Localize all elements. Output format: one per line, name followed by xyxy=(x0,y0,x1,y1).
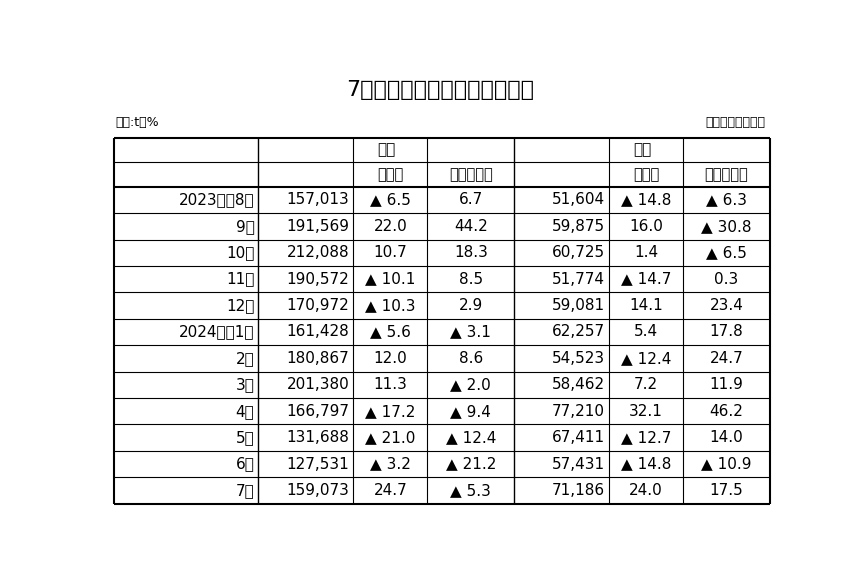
Text: 石油化学工業協会: 石油化学工業協会 xyxy=(705,116,765,128)
Text: 54,523: 54,523 xyxy=(551,351,605,366)
Text: 14.0: 14.0 xyxy=(710,430,743,445)
Text: 単位:t，%: 単位:t，% xyxy=(115,116,159,128)
Text: 輸入: 輸入 xyxy=(633,143,651,158)
Text: ▲ 17.2: ▲ 17.2 xyxy=(365,404,416,419)
Text: ▲ 10.3: ▲ 10.3 xyxy=(365,298,416,313)
Text: ▲ 2.0: ▲ 2.0 xyxy=(450,377,491,392)
Text: 58,462: 58,462 xyxy=(551,377,605,392)
Text: 6.7: 6.7 xyxy=(459,192,483,207)
Text: 59,081: 59,081 xyxy=(551,298,605,313)
Text: 32.1: 32.1 xyxy=(629,404,663,419)
Text: 24.7: 24.7 xyxy=(710,351,743,366)
Text: 16.0: 16.0 xyxy=(629,219,663,234)
Text: 59,875: 59,875 xyxy=(551,219,605,234)
Text: ▲ 3.2: ▲ 3.2 xyxy=(370,457,411,472)
Text: 44.2: 44.2 xyxy=(454,219,488,234)
Text: 18.3: 18.3 xyxy=(454,245,488,260)
Text: ▲ 5.3: ▲ 5.3 xyxy=(450,483,491,498)
Text: 190,572: 190,572 xyxy=(287,272,350,287)
Text: 5月: 5月 xyxy=(235,430,254,445)
Text: 201,380: 201,380 xyxy=(287,377,350,392)
Text: 8.6: 8.6 xyxy=(459,351,483,366)
Text: 7月: 7月 xyxy=(235,483,254,498)
Text: 2.9: 2.9 xyxy=(459,298,483,313)
Text: 212,088: 212,088 xyxy=(287,245,350,260)
Text: 14.1: 14.1 xyxy=(629,298,663,313)
Text: ▲ 9.4: ▲ 9.4 xyxy=(450,404,491,419)
Text: ▲ 6.5: ▲ 6.5 xyxy=(706,245,747,260)
Text: 127,531: 127,531 xyxy=(287,457,350,472)
Text: 3月: 3月 xyxy=(235,377,254,392)
Text: 57,431: 57,431 xyxy=(551,457,605,472)
Text: 10月: 10月 xyxy=(226,245,254,260)
Text: 191,569: 191,569 xyxy=(286,219,350,234)
Text: ▲ 10.1: ▲ 10.1 xyxy=(365,272,416,287)
Text: 51,774: 51,774 xyxy=(552,272,605,287)
Text: 輸出: 輸出 xyxy=(377,143,395,158)
Text: ▲ 6.5: ▲ 6.5 xyxy=(370,192,411,207)
Text: 159,073: 159,073 xyxy=(286,483,350,498)
Text: 23.4: 23.4 xyxy=(710,298,743,313)
Text: ▲ 10.9: ▲ 10.9 xyxy=(701,457,752,472)
Text: 157,013: 157,013 xyxy=(287,192,350,207)
Text: 10.7: 10.7 xyxy=(374,245,407,260)
Text: 60,725: 60,725 xyxy=(551,245,605,260)
Text: ▲ 30.8: ▲ 30.8 xyxy=(701,219,752,234)
Text: 24.0: 24.0 xyxy=(629,483,663,498)
Text: ▲ 6.3: ▲ 6.3 xyxy=(706,192,747,207)
Text: ▲ 3.1: ▲ 3.1 xyxy=(450,324,491,339)
Text: 51,604: 51,604 xyxy=(551,192,605,207)
Text: 46.2: 46.2 xyxy=(710,404,743,419)
Text: ▲ 21.2: ▲ 21.2 xyxy=(446,457,496,472)
Text: 67,411: 67,411 xyxy=(551,430,605,445)
Text: ▲ 12.7: ▲ 12.7 xyxy=(621,430,671,445)
Text: 170,972: 170,972 xyxy=(287,298,350,313)
Text: 12月: 12月 xyxy=(226,298,254,313)
Text: ▲ 12.4: ▲ 12.4 xyxy=(621,351,671,366)
Text: ▲ 14.8: ▲ 14.8 xyxy=(621,192,671,207)
Text: 11.9: 11.9 xyxy=(710,377,743,392)
Text: 6月: 6月 xyxy=(235,457,254,472)
Text: 7.2: 7.2 xyxy=(634,377,658,392)
Text: 前年同月比: 前年同月比 xyxy=(704,167,748,182)
Text: ▲ 14.7: ▲ 14.7 xyxy=(621,272,671,287)
Text: 4月: 4月 xyxy=(235,404,254,419)
Text: ▲ 21.0: ▲ 21.0 xyxy=(365,430,416,445)
Text: 71,186: 71,186 xyxy=(551,483,605,498)
Text: 77,210: 77,210 xyxy=(552,404,605,419)
Text: 5.4: 5.4 xyxy=(634,324,658,339)
Text: 22.0: 22.0 xyxy=(374,219,407,234)
Text: 前月比: 前月比 xyxy=(633,167,659,182)
Text: 62,257: 62,257 xyxy=(551,324,605,339)
Text: 前年同月比: 前年同月比 xyxy=(449,167,493,182)
Text: 2023年　8月: 2023年 8月 xyxy=(179,192,254,207)
Text: ▲ 12.4: ▲ 12.4 xyxy=(446,430,496,445)
Text: 前月比: 前月比 xyxy=(377,167,404,182)
Text: 2月: 2月 xyxy=(235,351,254,366)
Text: 180,867: 180,867 xyxy=(287,351,350,366)
Text: ▲ 14.8: ▲ 14.8 xyxy=(621,457,671,472)
Text: 9月: 9月 xyxy=(235,219,254,234)
Text: 1.4: 1.4 xyxy=(634,245,658,260)
Text: 11.3: 11.3 xyxy=(374,377,407,392)
Text: 2024年　1月: 2024年 1月 xyxy=(179,324,254,339)
Text: 17.5: 17.5 xyxy=(710,483,743,498)
Text: ▲ 5.6: ▲ 5.6 xyxy=(370,324,411,339)
Text: 12.0: 12.0 xyxy=(374,351,407,366)
Text: 7月のエチレン換算輸出入実績: 7月のエチレン換算輸出入実績 xyxy=(346,80,534,100)
Text: 24.7: 24.7 xyxy=(374,483,407,498)
Text: 0.3: 0.3 xyxy=(715,272,739,287)
Text: 11月: 11月 xyxy=(226,272,254,287)
Text: 17.8: 17.8 xyxy=(710,324,743,339)
Text: 161,428: 161,428 xyxy=(287,324,350,339)
Text: 8.5: 8.5 xyxy=(459,272,483,287)
Text: 131,688: 131,688 xyxy=(286,430,350,445)
Text: 166,797: 166,797 xyxy=(286,404,350,419)
